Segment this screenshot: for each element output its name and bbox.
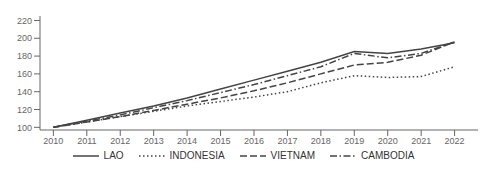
svg-text:180: 180 (17, 51, 32, 61)
svg-text:2010: 2010 (43, 136, 63, 146)
svg-text:2017: 2017 (277, 136, 297, 146)
svg-text:220: 220 (17, 16, 32, 26)
svg-text:2020: 2020 (378, 136, 398, 146)
svg-text:160: 160 (17, 69, 32, 79)
svg-text:2019: 2019 (344, 136, 364, 146)
svg-text:2012: 2012 (110, 136, 130, 146)
svg-text:2015: 2015 (211, 136, 231, 146)
svg-text:100: 100 (17, 123, 32, 133)
html-text:INDONESIA: INDONESIA (169, 150, 225, 161)
html-text:CAMBODIA: CAMBODIA (361, 150, 415, 161)
svg-text:2011: 2011 (77, 136, 96, 146)
html-text:VIETNAM: VIETNAM (270, 150, 316, 161)
svg-text:2022: 2022 (445, 136, 465, 146)
svg-text:2016: 2016 (244, 136, 264, 146)
svg-text:140: 140 (17, 87, 32, 97)
svg-text:2018: 2018 (311, 136, 331, 146)
svg-text:120: 120 (17, 105, 32, 115)
svg-text:200: 200 (17, 33, 32, 43)
svg-text:2021: 2021 (411, 136, 431, 146)
html-text:LAO: LAO (103, 150, 124, 161)
svg-text:2014: 2014 (177, 136, 197, 146)
svg-text:2013: 2013 (144, 136, 164, 146)
